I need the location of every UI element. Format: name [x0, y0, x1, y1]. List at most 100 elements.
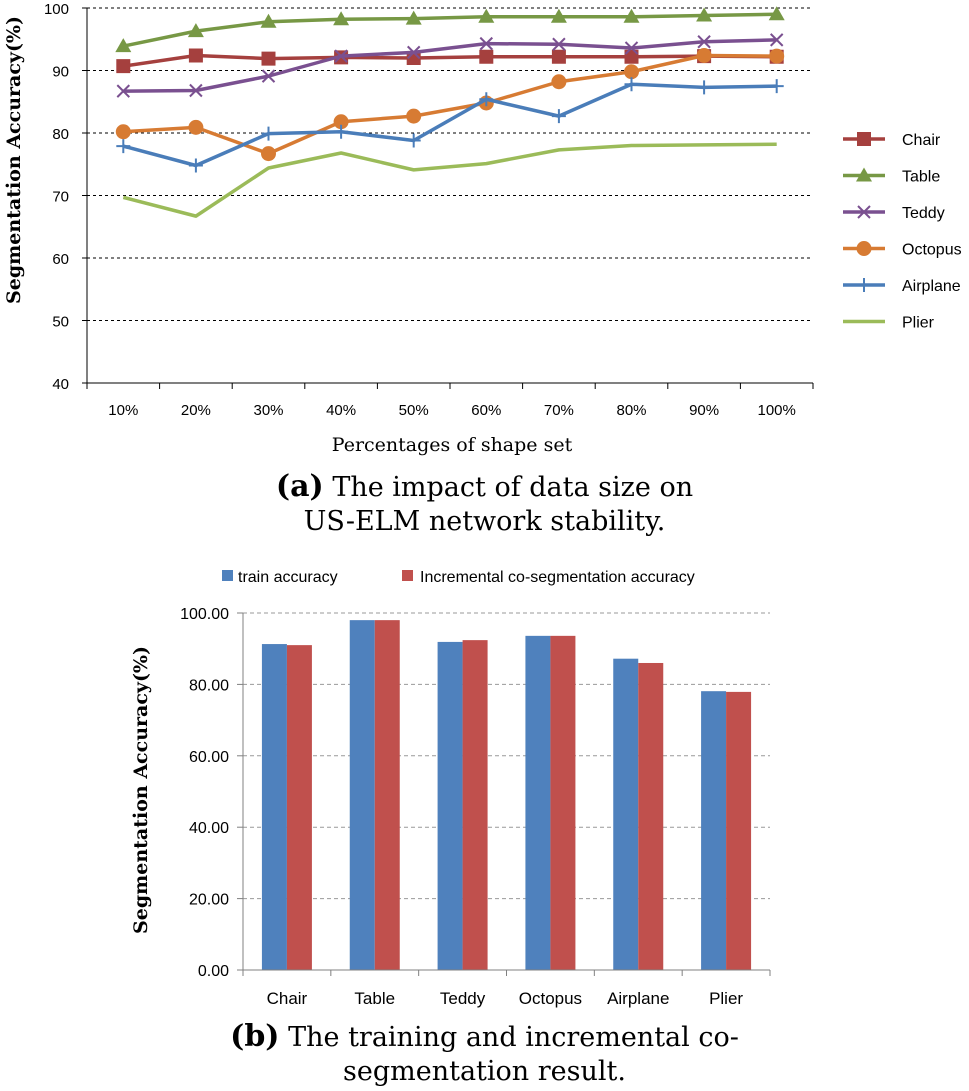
y-tick-label: 60.00 [189, 749, 229, 766]
bar-incremental [462, 640, 488, 970]
legend-label: Airplane [902, 278, 961, 295]
legend-item-incremental: Incremental co-segmentation accuracy [402, 569, 695, 586]
data-point [333, 114, 349, 130]
data-point [769, 48, 785, 64]
data-point [479, 36, 494, 51]
data-point [551, 74, 567, 90]
data-point [697, 35, 711, 49]
data-point [261, 126, 276, 141]
legend-marker [856, 167, 872, 182]
bar-train [525, 635, 551, 970]
legend-marker [856, 241, 872, 256]
data-point [479, 92, 494, 107]
x-tick-label: Airplane [607, 989, 669, 1008]
legend-item-train: train accuracy [222, 569, 338, 586]
y-tick-label: 40.00 [189, 820, 229, 837]
caption-b-label: (b) [230, 1019, 280, 1054]
caption-b-text: The training and incremental co- [288, 1022, 739, 1053]
y-tick-label: 80.00 [189, 677, 229, 694]
legend-marker [857, 278, 871, 292]
series-line [122, 12, 777, 48]
y-tick-label: 40 [52, 376, 69, 393]
data-point [697, 80, 712, 95]
x-tick-label: 80% [616, 402, 646, 419]
data-point [406, 133, 421, 148]
data-point [188, 119, 204, 135]
bar-train [349, 620, 375, 970]
legend-marker [857, 205, 871, 219]
data-point [261, 51, 276, 66]
x-tick-label: Plier [709, 989, 743, 1008]
y-axis-label: Segmentation Accuracy(%) [3, 16, 25, 304]
caption-b: (b) The training and incremental co- seg… [0, 1020, 969, 1089]
data-point [478, 8, 495, 23]
data-point [116, 84, 131, 98]
legend-item-teddy: Teddy [843, 205, 945, 222]
x-tick-label: Chair [267, 989, 308, 1008]
x-axis-label: Percentages of shape set [332, 434, 573, 456]
series-line [122, 142, 777, 218]
series-line [122, 82, 777, 168]
x-tick-label: 100% [758, 402, 796, 419]
data-point [552, 37, 566, 51]
data-point [334, 124, 349, 139]
legend-item-chair: Chair [843, 132, 941, 149]
data-point [333, 11, 350, 26]
legend-label: Table [902, 169, 940, 186]
data-point [624, 41, 639, 55]
series-teddy [116, 33, 784, 98]
x-tick-label: 40% [326, 402, 356, 419]
series-line [123, 38, 777, 93]
caption-a: (a) The impact of data size on US-ELM ne… [0, 470, 969, 539]
y-tick-label: 100 [44, 1, 69, 18]
legend-item-plier: Plier [843, 315, 935, 332]
data-point [115, 38, 132, 53]
legend-item-airplane: Airplane [843, 278, 961, 295]
data-point [405, 10, 422, 25]
bar-incremental [638, 662, 664, 970]
data-point [261, 69, 276, 83]
legend-marker [857, 132, 871, 146]
x-tick-label: 10% [108, 402, 138, 419]
bar-incremental [374, 620, 400, 970]
bar-train [261, 644, 287, 970]
series-table [115, 6, 785, 53]
y-tick-label: 80 [52, 126, 69, 143]
y-tick-label: 90 [52, 64, 69, 81]
legend-label: Incremental co-segmentation accuracy [420, 569, 695, 586]
data-point [116, 139, 131, 154]
x-tick-label: 30% [253, 402, 283, 419]
data-point [624, 64, 639, 80]
data-point [696, 48, 712, 63]
x-tick-label: 50% [399, 402, 429, 419]
data-point [187, 23, 204, 38]
data-point [624, 77, 639, 92]
y-tick-label: 20.00 [189, 892, 229, 909]
data-point [551, 49, 566, 64]
legend-label: Octopus [902, 242, 962, 259]
y-tick-label: 100.00 [180, 606, 229, 623]
legend-label: Chair [902, 132, 941, 149]
data-point [696, 7, 713, 22]
series-line [123, 53, 777, 156]
line-chart-a: Segmentation Accuracy(%) Percentages of … [3, 1, 962, 456]
series-line [123, 53, 777, 68]
y-tick-label: 60 [52, 251, 69, 268]
data-point [189, 83, 203, 98]
x-tick-label: 20% [181, 402, 211, 419]
data-point [479, 49, 494, 64]
data-point [769, 33, 784, 47]
caption-b-text-2: segmentation result. [343, 1056, 626, 1087]
y-tick-label: 0.00 [198, 963, 229, 980]
x-tick-label: Octopus [519, 989, 582, 1008]
y-tick-label: 50 [52, 314, 69, 331]
data-point [334, 49, 348, 63]
legend-label: Plier [902, 315, 935, 332]
bar-train [437, 641, 463, 970]
legend-label: train accuracy [238, 569, 338, 586]
data-point [116, 59, 131, 74]
data-point [623, 8, 640, 23]
legend-item-table: Table [843, 167, 940, 186]
bar-incremental [726, 691, 752, 970]
